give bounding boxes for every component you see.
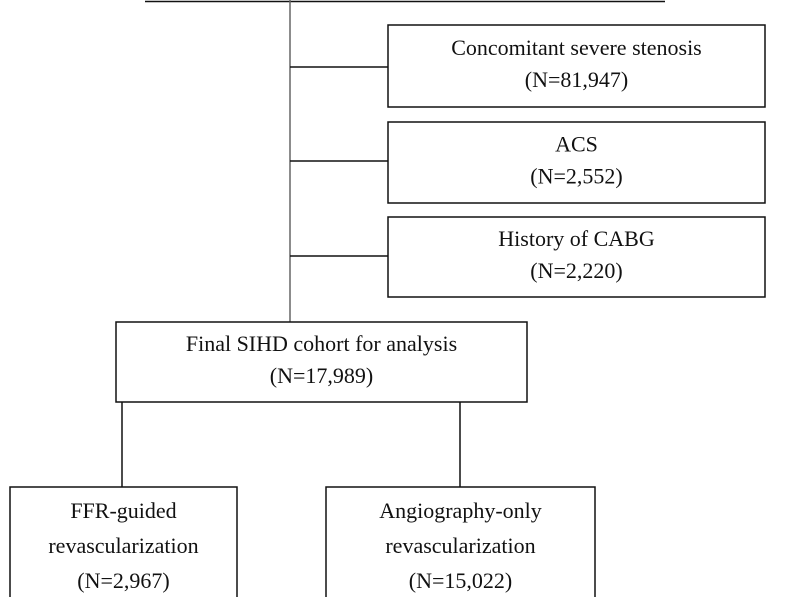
- box-text: History of CABG: [498, 226, 655, 251]
- box-text: Angiography-only: [379, 498, 542, 523]
- box-text: revascularization: [48, 533, 198, 558]
- box: [9, 486, 238, 597]
- box-text: Final SIHD cohort for analysis: [186, 331, 457, 356]
- box-text: (N=17,989): [270, 363, 373, 388]
- box: [387, 24, 766, 108]
- box-text: (N=2,220): [530, 258, 622, 283]
- box: [115, 321, 528, 403]
- box: [325, 486, 596, 597]
- box-text: (N=2,967): [77, 568, 169, 593]
- box-text: ACS: [555, 132, 598, 157]
- box-text: (N=81,947): [525, 67, 628, 92]
- box: [387, 121, 766, 204]
- box-text: Concomitant severe stenosis: [451, 35, 702, 60]
- box-text: revascularization: [385, 533, 535, 558]
- box-text: (N=2,552): [530, 164, 622, 189]
- box-text: FFR-guided: [70, 498, 176, 523]
- box-text: (N=15,022): [409, 568, 512, 593]
- box: [387, 216, 766, 298]
